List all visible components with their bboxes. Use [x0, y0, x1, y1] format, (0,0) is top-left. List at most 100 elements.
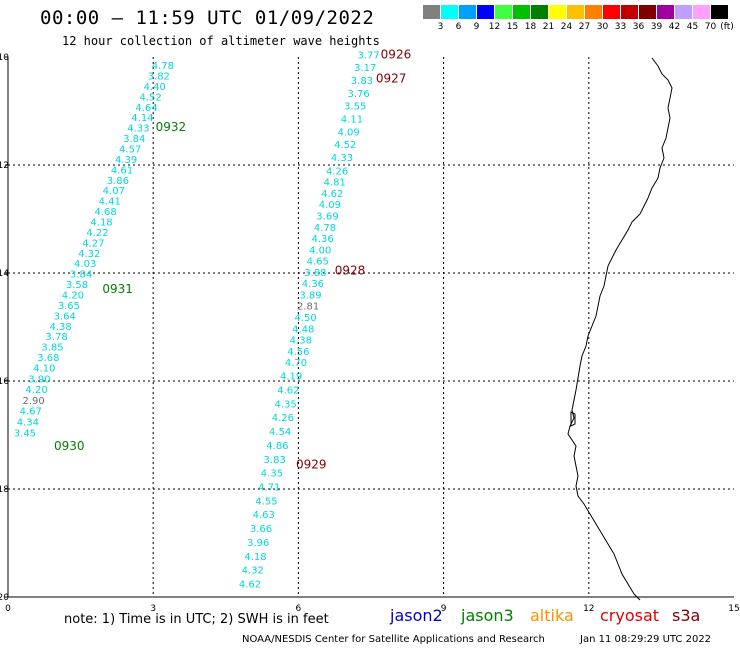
- wave-height-label: 4.38: [290, 336, 312, 347]
- lon-tick-label: 3: [150, 604, 156, 614]
- wave-height-label: 4.62: [239, 580, 261, 591]
- wave-height-label: 4.70: [285, 358, 307, 369]
- wave-height-label: 3.84: [123, 134, 145, 145]
- scale-swatch: [423, 5, 440, 19]
- scale-swatch: [657, 5, 674, 19]
- lon-tick-label: 12: [583, 604, 594, 614]
- scale-swatch: [549, 5, 566, 19]
- pass-time-label: 0927: [376, 72, 407, 86]
- wave-height-label: 4.07: [103, 186, 125, 197]
- footer-timestamp: Jan 11 08:29:29 UTC 2022: [580, 634, 712, 645]
- wave-height-label: 4.62: [277, 385, 299, 396]
- wave-height-label: 4.11: [341, 114, 363, 125]
- wave-height-label: 4.32: [78, 249, 100, 260]
- wave-height-label: 4.10: [33, 364, 55, 375]
- wave-height-label: 2.90: [23, 396, 45, 407]
- wave-height-label: 3.89: [299, 290, 321, 301]
- scale-label: 70: [704, 22, 717, 32]
- wave-height-label: 3.86: [107, 176, 129, 187]
- wave-height-label: 4.50: [295, 313, 317, 324]
- wave-height-label: 2.81: [297, 302, 319, 313]
- wave-height-label: 4.36: [302, 279, 324, 290]
- wave-height-label: 4.00: [309, 245, 331, 256]
- pass-time-label: 0929: [296, 458, 327, 472]
- coastline: [567, 57, 673, 601]
- pass-time-label: 0931: [102, 282, 133, 296]
- wave-height-label: 4.09: [319, 200, 341, 211]
- lon-tick-label: 15: [728, 604, 739, 614]
- lat-tick-label: -10: [0, 53, 9, 63]
- lon-tick-label: 0: [5, 604, 11, 614]
- wave-height-label: 3.90: [28, 374, 50, 385]
- scale-label: 27: [578, 22, 591, 32]
- lon-tick-label: 9: [441, 604, 447, 614]
- wave-height-label: 4.18: [90, 218, 112, 229]
- wave-height-label: 4.14: [131, 113, 153, 124]
- altimeter-tracks: 4.783.824.404.524.644.144.333.844.574.39…: [14, 47, 411, 590]
- wave-height-label: 3.68: [37, 353, 59, 364]
- pass-time-label: 0926: [381, 47, 412, 61]
- island-outline: [570, 411, 576, 427]
- satellite-jason3: jason3: [461, 606, 514, 625]
- scale-swatch: [693, 5, 710, 19]
- wave-height-label: 4.38: [50, 322, 72, 333]
- wave-height-label: 4.63: [253, 510, 275, 521]
- lat-tick-label: -20: [0, 593, 9, 603]
- wave-height-label: 3.64: [54, 311, 76, 322]
- footer-credit: NOAA/NESDIS Center for Satellite Applica…: [242, 634, 545, 645]
- wave-height-label: 3.78: [45, 332, 67, 343]
- scale-label: 33: [614, 22, 627, 32]
- scale-label: 42: [668, 22, 681, 32]
- satellite-cryosat: cryosat: [600, 606, 660, 625]
- wave-height-label: 4.61: [111, 165, 133, 176]
- scale-label: 9: [473, 22, 480, 32]
- lat-tick-label: -12: [0, 161, 9, 171]
- wave-height-label: 4.62: [321, 189, 343, 200]
- wave-height-label: 4.34: [17, 418, 39, 429]
- scale-label: 3: [437, 22, 444, 32]
- wave-height-label: 4.20: [62, 291, 84, 302]
- wave-height-label: 4.65: [307, 257, 329, 268]
- satellite-s3a: s3a: [672, 606, 701, 625]
- satellite-jason2: jason2: [390, 606, 443, 625]
- wave-height-label: 4.78: [314, 223, 336, 234]
- wave-height-label: 4.36: [311, 234, 333, 245]
- wave-height-label: 3.84: [70, 270, 92, 281]
- scale-swatch: [711, 5, 728, 19]
- map-ticks: 0 3 6 9 12 15 -10 -12 -14 -16 -18 -20: [0, 53, 740, 614]
- wave-height-label: 4.71: [258, 482, 280, 493]
- wave-height-label: 3.66: [250, 524, 272, 535]
- scale-swatch: [513, 5, 530, 19]
- wave-height-label: 4.64: [135, 103, 157, 114]
- wave-height-label: 4.19: [280, 372, 302, 383]
- wave-height-label: 4.39: [115, 155, 137, 166]
- scale-swatch: [639, 5, 656, 19]
- scale-label: 6: [455, 22, 462, 32]
- wave-height-label: 4.57: [119, 145, 141, 156]
- wave-height-label: 4.35: [261, 469, 283, 480]
- scale-swatch: [441, 5, 458, 19]
- wave-height-label: 4.54: [269, 427, 291, 438]
- scale-swatch: [621, 5, 638, 19]
- lat-tick-label: -16: [0, 377, 9, 387]
- scale-swatch: [495, 5, 512, 19]
- scale-label: 18: [524, 22, 537, 32]
- scale-swatch: [531, 5, 548, 19]
- wave-height-label: 3.55: [344, 102, 366, 113]
- wave-height-label: 4.32: [242, 566, 264, 577]
- wave-height-label: 4.33: [331, 153, 353, 164]
- wave-height-label: 4.41: [99, 197, 121, 208]
- wave-height-label: 4.68: [95, 207, 117, 218]
- wave-height-label: 3.96: [247, 538, 269, 549]
- page-title: 00:00 – 11:59 UTC 01/09/2022: [40, 7, 375, 29]
- wave-height-label: 3.45: [14, 428, 36, 439]
- satellite-altika: altika: [530, 606, 574, 625]
- scale-label: 45: [686, 22, 699, 32]
- wave-height-label: 3.83: [264, 455, 286, 466]
- page-subtitle: 12 hour collection of altimeter wave hei…: [62, 34, 380, 48]
- pass-time-label: 0932: [156, 120, 187, 134]
- wave-height-label: 3.88: [304, 268, 326, 279]
- pass-time-label: 0928: [335, 263, 366, 277]
